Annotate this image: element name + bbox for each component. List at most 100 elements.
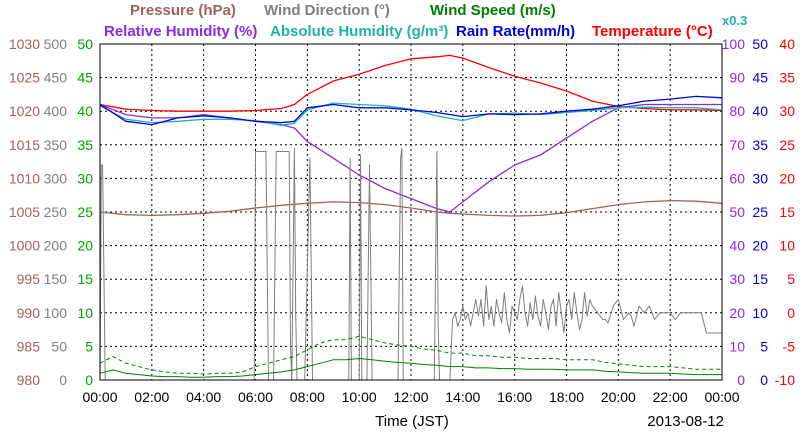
y-tick-wind-direction: 50	[51, 338, 67, 354]
y-tick-relative-humidity: 70	[729, 137, 745, 153]
legend-absolute-humidity: Absolute Humidity (g/m³)	[270, 23, 448, 40]
y-tick-wind-speed: 5	[85, 338, 93, 354]
series-line-wind-speed-dashed	[99, 335, 722, 375]
y-tick-pressure: 980	[17, 372, 41, 388]
y-tick-rain-rate: 30	[752, 170, 768, 186]
y-tick-relative-humidity: 50	[729, 204, 745, 220]
series-line-relative-humidity	[99, 103, 722, 213]
y-tick-wind-speed: 15	[77, 271, 93, 287]
y-tick-rain-rate: 35	[752, 137, 768, 153]
y-tick-wind-direction: 300	[44, 170, 68, 186]
y-tick-rain-rate: 20	[752, 238, 768, 254]
legend-rain-scale-note: x0.3	[722, 13, 747, 28]
y-tick-wind-speed: 40	[77, 103, 93, 119]
y-tick-relative-humidity: 20	[729, 305, 745, 321]
chart-date: 2013-08-12	[647, 413, 724, 430]
legend-temperature: Temperature (°C)	[592, 23, 713, 40]
y-tick-relative-humidity: 80	[729, 103, 745, 119]
x-tick: 00:00	[704, 389, 739, 405]
y-tick-rain-rate: 15	[752, 271, 768, 287]
y-tick-pressure: 995	[17, 271, 41, 287]
y-tick-rain-rate: 10	[752, 305, 768, 321]
y-tick-rain-rate: 25	[752, 204, 768, 220]
y-tick-wind-direction: 450	[44, 70, 68, 86]
y-tick-temperature: 30	[779, 103, 795, 119]
y-tick-rain-rate: 45	[752, 70, 768, 86]
x-tick: 02:00	[134, 389, 169, 405]
y-tick-temperature: 15	[779, 204, 795, 220]
x-tick: 04:00	[186, 389, 221, 405]
y-tick-relative-humidity: 0	[737, 372, 745, 388]
y-tick-wind-speed: 45	[77, 70, 93, 86]
y-tick-wind-direction: 0	[59, 372, 67, 388]
y-tick-wind-speed: 0	[85, 372, 93, 388]
y-tick-pressure: 1010	[9, 170, 40, 186]
y-tick-temperature: 5	[787, 271, 795, 287]
y-tick-rain-rate: 40	[752, 103, 768, 119]
y-tick-temperature: 10	[779, 238, 795, 254]
x-tick: 18:00	[549, 389, 584, 405]
y-tick-wind-speed: 35	[77, 137, 93, 153]
y-tick-pressure: 1030	[9, 36, 40, 52]
x-tick: 06:00	[238, 389, 273, 405]
y-tick-relative-humidity: 30	[729, 271, 745, 287]
x-tick: 10:00	[342, 389, 377, 405]
series-line-pressure	[99, 199, 723, 217]
x-tick: 22:00	[653, 389, 688, 405]
y-tick-wind-direction: 200	[44, 238, 68, 254]
y-tick-wind-speed: 25	[77, 204, 93, 220]
plot-frame	[99, 43, 723, 381]
series-line-wind-speed	[99, 358, 722, 378]
y-tick-relative-humidity: 60	[729, 170, 745, 186]
y-tick-pressure: 1005	[9, 204, 40, 220]
y-tick-pressure: 1000	[9, 238, 40, 254]
y-tick-rain-rate: 5	[760, 338, 768, 354]
series-line-absolute-humidity	[99, 102, 723, 126]
x-tick: 14:00	[445, 389, 480, 405]
legend-layer: Pressure (hPa) Wind Direction (°) Wind S…	[104, 2, 747, 40]
y-tick-wind-direction: 150	[44, 271, 68, 287]
y-tick-temperature: 20	[779, 170, 795, 186]
y-tick-relative-humidity: 100	[722, 36, 746, 52]
y-tick-wind-direction: 500	[44, 36, 68, 52]
y-tick-rain-rate: 50	[752, 36, 768, 52]
legend-relative-humidity: Relative Humidity (%)	[104, 23, 257, 40]
y-tick-pressure: 990	[17, 305, 41, 321]
x-tick: 12:00	[393, 389, 428, 405]
series-layer	[99, 54, 723, 381]
y-tick-rain-rate: 0	[760, 372, 768, 388]
grid-layer	[100, 44, 722, 380]
x-tick: 16:00	[497, 389, 532, 405]
legend-wind-direction: Wind Direction (°)	[264, 2, 390, 19]
y-tick-wind-speed: 50	[77, 36, 93, 52]
x-tick: 08:00	[290, 389, 325, 405]
y-tick-pressure: 1015	[9, 137, 40, 153]
legend-pressure: Pressure (hPa)	[130, 2, 236, 19]
x-axis-label: Time (JST)	[375, 413, 449, 430]
y-tick-wind-direction: 350	[44, 137, 68, 153]
y-tick-wind-direction: 100	[44, 305, 68, 321]
y-tick-pressure: 1025	[9, 70, 40, 86]
y-tick-temperature: 25	[779, 137, 795, 153]
x-tick: 20:00	[601, 389, 636, 405]
series-line-rain-rate	[99, 95, 723, 126]
y-tick-temperature: 0	[787, 305, 795, 321]
legend-rain-rate: Rain Rate(mm/h)	[456, 23, 575, 40]
tick-layer: 9809859909951000100510101015102010251030…	[9, 36, 795, 405]
y-tick-pressure: 1020	[9, 103, 40, 119]
y-tick-wind-direction: 250	[44, 204, 68, 220]
y-tick-temperature: 35	[779, 70, 795, 86]
y-tick-wind-direction: 400	[44, 103, 68, 119]
x-tick: 00:00	[82, 389, 117, 405]
y-tick-temperature: 40	[779, 36, 795, 52]
legend-wind-speed: Wind Speed (m/s)	[430, 2, 556, 19]
y-tick-relative-humidity: 10	[729, 338, 745, 354]
y-tick-relative-humidity: 90	[729, 70, 745, 86]
y-tick-relative-humidity: 40	[729, 238, 745, 254]
y-tick-temperature: -10	[775, 372, 795, 388]
y-tick-temperature: -5	[783, 338, 796, 354]
y-tick-wind-speed: 30	[77, 170, 93, 186]
series-line-temperature	[99, 54, 723, 112]
